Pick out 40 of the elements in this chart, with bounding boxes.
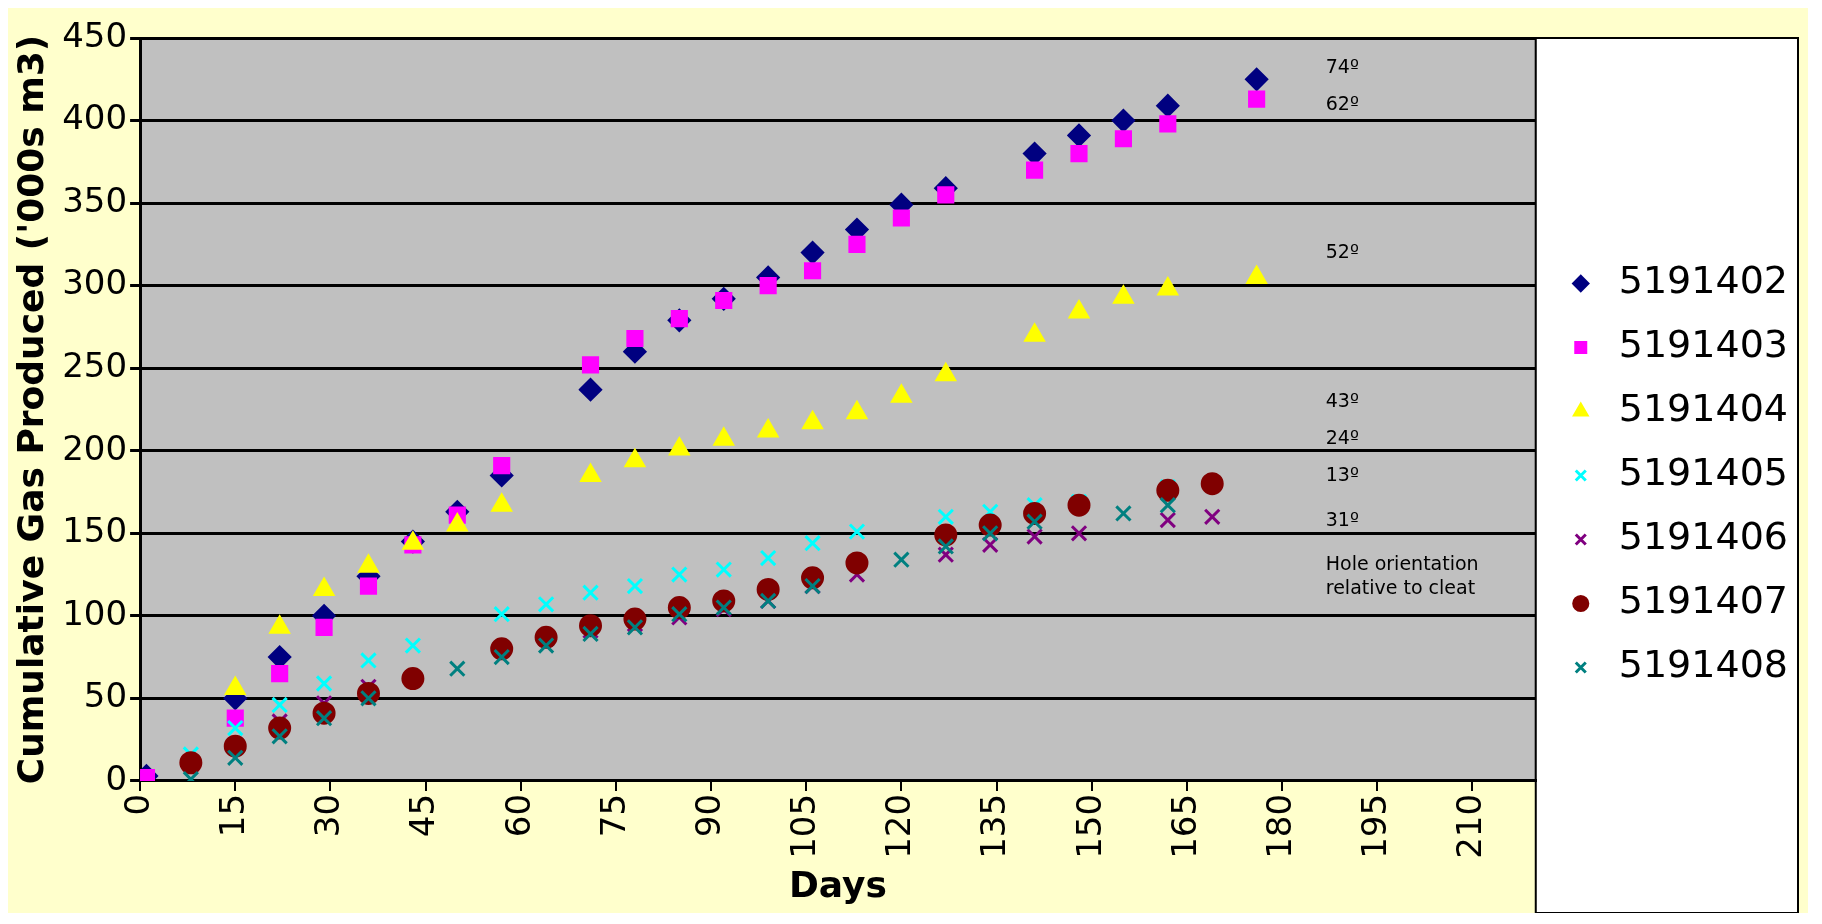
x-tick-label: 105 [783, 793, 824, 859]
annotation: Hole orientation relative to cleat [1325, 552, 1479, 599]
y-tick-label: 450 [62, 14, 128, 55]
legend-label: 5191404 [1618, 386, 1789, 431]
annotation: 74º [1325, 54, 1359, 77]
y-tick-label: 300 [62, 262, 128, 303]
annotation: 43º [1325, 388, 1359, 411]
annotation: 62º [1325, 91, 1359, 114]
annotation: 31º [1325, 507, 1359, 530]
legend-label: 5191403 [1618, 322, 1789, 367]
legend-label: 5191407 [1618, 578, 1789, 623]
annotation: 52º [1325, 240, 1359, 263]
x-tick-label: 30 [307, 793, 348, 838]
y-tick-label: 100 [62, 592, 128, 633]
legend-label: 5191405 [1618, 450, 1789, 495]
x-tick-label: 135 [973, 793, 1014, 859]
x-tick-label: 210 [1449, 793, 1490, 859]
x-tick-label: 180 [1258, 793, 1299, 859]
x-tick-label: 75 [592, 793, 633, 838]
x-axis-title: Days [788, 863, 887, 905]
x-tick-label: 120 [878, 793, 919, 859]
y-tick-label: 150 [62, 510, 128, 551]
y-tick-label: 50 [83, 675, 128, 716]
x-tick-label: 195 [1353, 793, 1394, 859]
legend-label: 5191406 [1618, 514, 1789, 559]
x-tick-label: 60 [497, 793, 538, 838]
x-tick-label: 15 [212, 793, 253, 838]
legend-label: 5191402 [1618, 258, 1789, 303]
y-axis-title: Cumulative Gas Produced ('000s m3) [9, 34, 51, 785]
y-tick-label: 250 [62, 345, 128, 386]
x-tick-label: 90 [687, 793, 728, 838]
annotation: 13º [1325, 463, 1359, 486]
y-tick-label: 350 [62, 179, 128, 220]
x-tick-label: 45 [402, 793, 443, 838]
legend-label: 5191408 [1618, 642, 1789, 687]
x-tick-label: 165 [1163, 793, 1204, 859]
y-tick-label: 200 [62, 427, 128, 468]
x-tick-label: 150 [1068, 793, 1109, 859]
annotation: 24º [1325, 426, 1359, 449]
y-tick-label: 400 [62, 97, 128, 138]
